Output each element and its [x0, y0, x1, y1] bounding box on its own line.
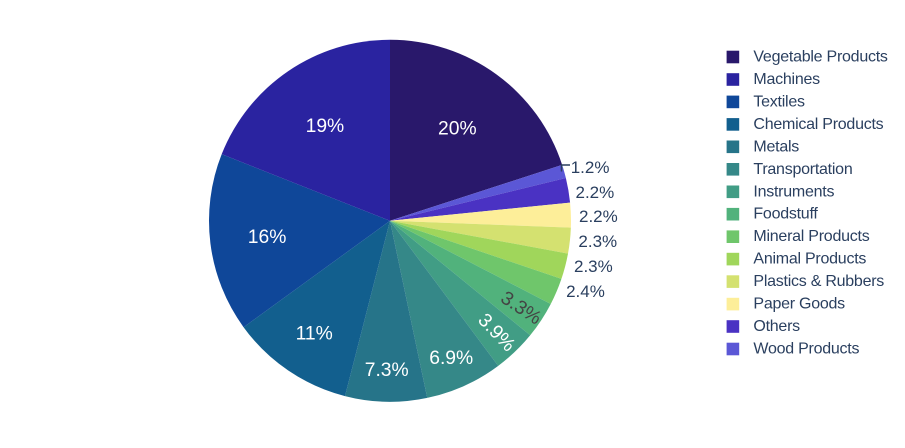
svg-text:Chemical Products: Chemical Products: [753, 116, 883, 133]
svg-text:Textiles: Textiles: [753, 93, 805, 110]
svg-text:2.2%: 2.2%: [576, 183, 615, 202]
svg-text:1.2%: 1.2%: [571, 158, 610, 177]
svg-text:Mineral Products: Mineral Products: [753, 228, 869, 245]
svg-text:16%: 16%: [248, 227, 287, 248]
svg-text:2.2%: 2.2%: [579, 207, 618, 226]
svg-text:Plastics & Rubbers: Plastics & Rubbers: [753, 273, 884, 290]
svg-text:6.9%: 6.9%: [429, 348, 473, 369]
svg-text:Others: Others: [753, 318, 800, 335]
svg-text:11%: 11%: [296, 324, 333, 345]
svg-text:7.3%: 7.3%: [365, 360, 409, 381]
svg-text:2.4%: 2.4%: [566, 282, 605, 301]
svg-text:2.3%: 2.3%: [574, 257, 613, 276]
svg-text:Animal Products: Animal Products: [753, 251, 866, 268]
svg-text:Paper Goods: Paper Goods: [753, 296, 845, 313]
svg-text:Machines: Machines: [753, 71, 820, 88]
svg-text:Metals: Metals: [753, 138, 799, 155]
svg-text:20%: 20%: [438, 119, 477, 140]
svg-text:Wood Products: Wood Products: [753, 341, 859, 358]
svg-text:2.3%: 2.3%: [578, 232, 617, 251]
svg-text:Transportation: Transportation: [753, 161, 852, 178]
svg-text:Instruments: Instruments: [753, 183, 834, 200]
svg-text:Foodstuff: Foodstuff: [753, 206, 818, 223]
svg-text:19%: 19%: [306, 116, 345, 137]
svg-text:Vegetable Products: Vegetable Products: [753, 49, 888, 66]
